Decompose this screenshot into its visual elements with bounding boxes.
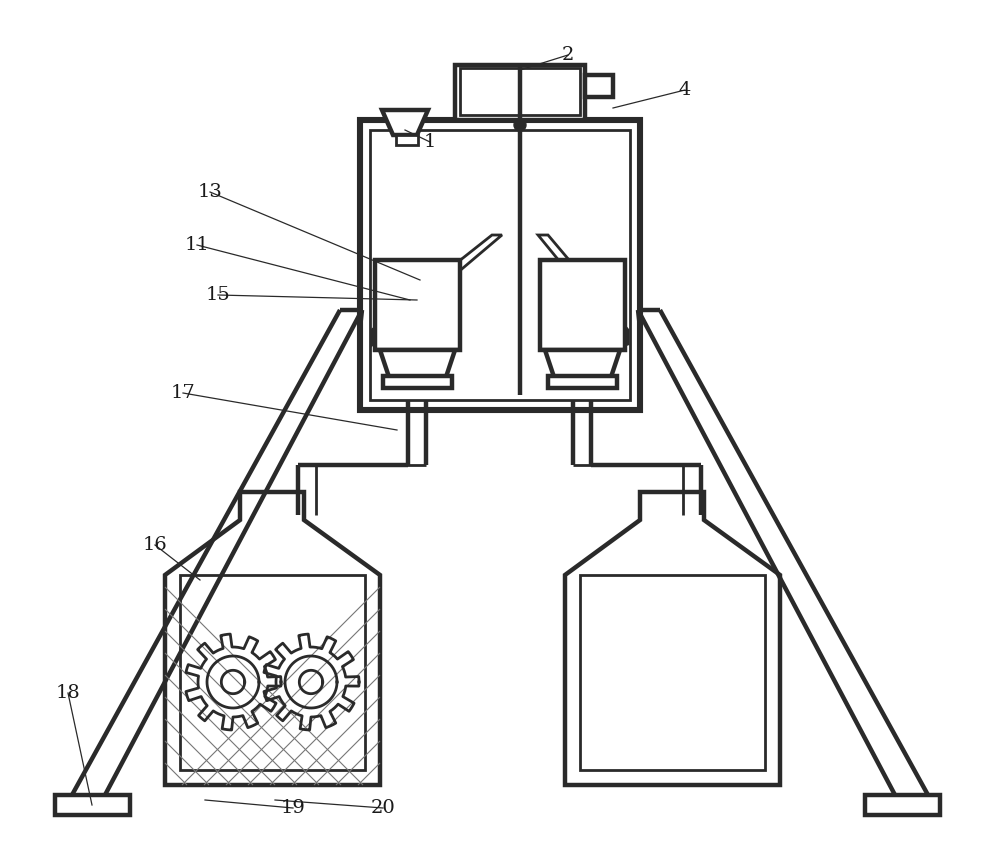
Bar	[375, 260, 460, 350]
Polygon shape	[545, 350, 620, 380]
Text: 1: 1	[424, 133, 436, 151]
Text: 16: 16	[143, 536, 167, 554]
Bar	[540, 260, 625, 350]
Bar	[460, 68, 580, 115]
Bar	[55, 795, 130, 815]
Bar	[370, 130, 630, 400]
Text: 13: 13	[198, 183, 222, 201]
Polygon shape	[380, 350, 455, 380]
Text: 20: 20	[371, 799, 395, 817]
Polygon shape	[165, 492, 380, 785]
Bar	[580, 575, 765, 770]
Bar	[383, 376, 452, 388]
Polygon shape	[538, 235, 628, 345]
Bar	[360, 120, 640, 410]
Bar	[396, 135, 418, 145]
Text: 17: 17	[171, 384, 195, 402]
Bar	[455, 65, 585, 120]
Text: 19: 19	[281, 799, 305, 817]
Text: 15: 15	[206, 286, 230, 304]
Text: 2: 2	[562, 46, 574, 64]
Text: 4: 4	[679, 81, 691, 99]
Bar	[865, 795, 940, 815]
Text: 11: 11	[185, 236, 209, 254]
Polygon shape	[565, 492, 780, 785]
Polygon shape	[372, 235, 502, 345]
Bar	[180, 575, 365, 770]
Bar	[585, 75, 613, 97]
Polygon shape	[382, 110, 428, 135]
Circle shape	[514, 119, 526, 131]
Text: 18: 18	[56, 684, 80, 702]
Bar	[548, 376, 617, 388]
